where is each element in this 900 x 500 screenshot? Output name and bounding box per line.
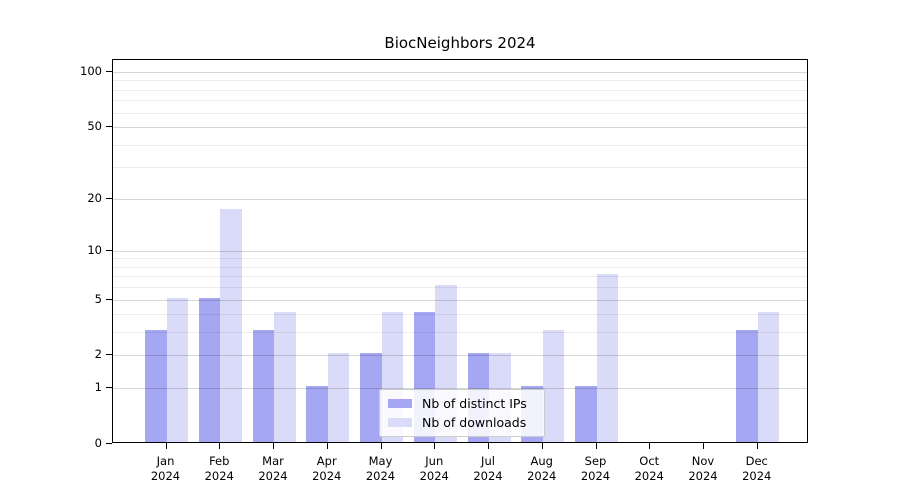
y-tick-mark	[106, 249, 112, 251]
bar-distinct-ips	[145, 330, 167, 442]
legend-swatch-downloads-icon	[388, 418, 412, 427]
bar-distinct-ips	[360, 353, 382, 442]
bar-downloads	[542, 330, 565, 442]
bar-distinct-ips	[575, 386, 597, 442]
gridline-minor	[113, 276, 807, 278]
y-tick-mark	[106, 387, 112, 389]
y-tick-mark	[106, 126, 112, 128]
y-tick-mark	[106, 354, 112, 356]
gridline-minor	[113, 100, 807, 102]
bar-downloads	[757, 312, 780, 442]
x-tick-label: Jul 2024	[473, 454, 503, 483]
x-tick-label: Mar 2024	[258, 454, 288, 483]
legend-item-distinct-ips: Nb of distinct IPs	[388, 396, 536, 411]
bar-downloads	[327, 353, 350, 442]
gridline-major	[113, 355, 807, 357]
x-tick-label: Sep 2024	[580, 454, 611, 483]
legend-label-distinct-ips: Nb of distinct IPs	[422, 396, 527, 411]
x-tick-label: May 2024	[365, 454, 396, 483]
x-tick-label: Jun 2024	[419, 454, 449, 483]
x-tick-mark	[595, 443, 597, 449]
y-tick-label: 20	[87, 190, 102, 205]
x-tick-mark	[434, 443, 436, 449]
bar-downloads	[274, 312, 296, 442]
y-tick-mark	[106, 197, 112, 199]
x-tick-label: Feb 2024	[204, 454, 234, 483]
gridline-minor	[113, 314, 807, 316]
x-tick-mark	[380, 443, 382, 449]
gridline-major	[113, 72, 807, 74]
y-tick-label: 2	[94, 347, 102, 362]
gridline-major	[113, 198, 807, 200]
bar-distinct-ips	[252, 330, 274, 442]
y-tick-label: 50	[87, 119, 102, 134]
gridline-minor	[113, 287, 807, 289]
bar-distinct-ips	[198, 297, 221, 442]
legend: Nb of distinct IPs Nb of downloads	[379, 389, 545, 437]
x-tick-label: Apr 2024	[312, 454, 342, 483]
plot-area: Nb of distinct IPs Nb of downloads	[112, 59, 808, 443]
y-tick-label: 100	[80, 64, 102, 79]
y-tick-mark	[106, 298, 112, 300]
gridline-major	[113, 127, 807, 129]
chart-title: BiocNeighbors 2024	[384, 34, 536, 52]
bar-downloads	[220, 209, 242, 442]
gridline-major	[113, 388, 807, 390]
x-tick-mark	[649, 443, 651, 449]
bar-downloads	[166, 297, 188, 442]
bar-distinct-ips	[736, 330, 758, 442]
gridline-minor	[113, 332, 807, 334]
y-tick-label: 1	[94, 380, 102, 395]
bar-distinct-ips	[306, 386, 328, 442]
y-tick-label: 0	[94, 436, 102, 450]
gridline-major	[113, 250, 807, 252]
y-tick-mark	[106, 443, 112, 444]
x-tick-label: Oct 2024	[634, 454, 664, 483]
x-tick-mark	[273, 443, 274, 449]
y-tick-mark	[106, 71, 112, 73]
gridline-minor	[113, 144, 807, 146]
x-tick-mark	[703, 443, 704, 449]
bar-downloads	[596, 274, 618, 442]
x-tick-label: Jan 2024	[150, 454, 181, 483]
y-tick-label: 5	[94, 291, 102, 306]
x-tick-mark	[326, 443, 328, 449]
x-tick-mark	[219, 443, 221, 449]
x-tick-label: Dec 2024	[742, 454, 772, 483]
gridline-minor	[113, 266, 807, 268]
gridline-major	[113, 299, 807, 301]
gridline-minor	[113, 258, 807, 260]
legend-item-downloads: Nb of downloads	[388, 415, 536, 430]
legend-label-downloads: Nb of downloads	[422, 415, 527, 430]
x-tick-mark	[756, 443, 758, 449]
x-tick-mark	[541, 443, 543, 449]
gridline-minor	[113, 80, 807, 82]
gridline-minor	[113, 167, 807, 169]
gridline-minor	[113, 112, 807, 114]
legend-swatch-distinct-ips-icon	[388, 399, 412, 408]
x-tick-label: Aug 2024	[527, 454, 557, 483]
x-tick-mark	[165, 443, 167, 449]
x-tick-label: Nov 2024	[688, 454, 718, 483]
x-tick-mark	[488, 443, 489, 449]
y-tick-label: 10	[87, 242, 102, 257]
gridline-minor	[113, 89, 807, 91]
